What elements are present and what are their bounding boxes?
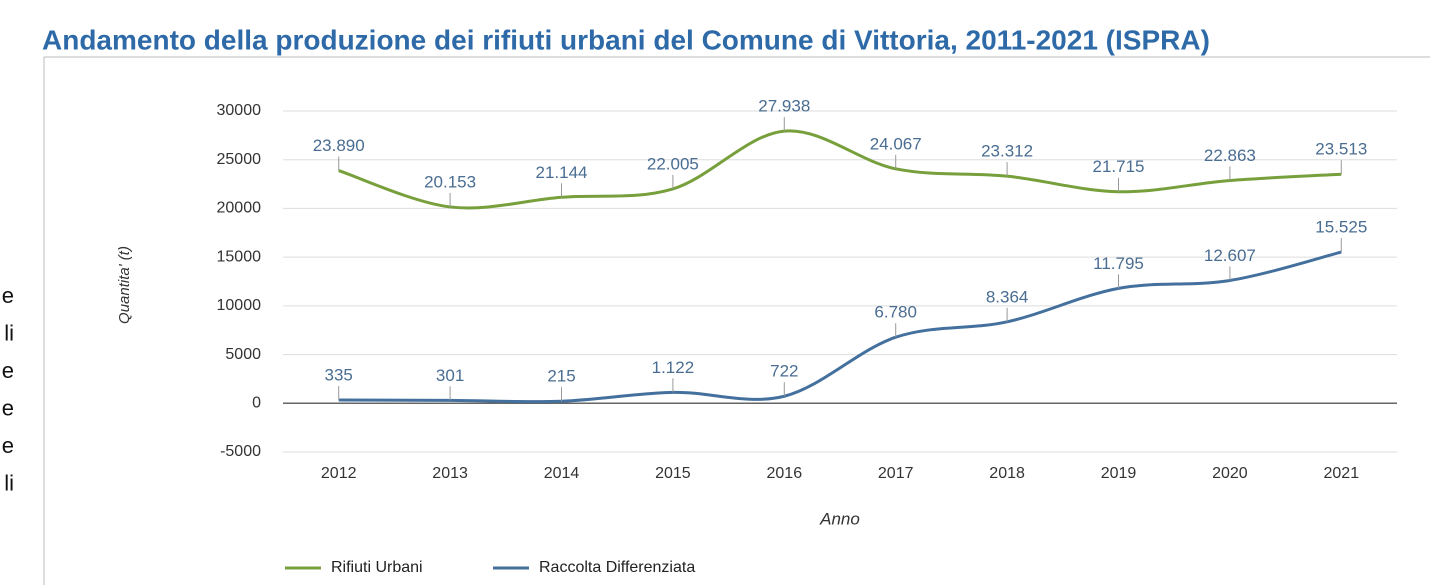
- data-label: 301: [436, 366, 464, 385]
- margin-text: e: [2, 358, 14, 383]
- margin-text: e: [2, 395, 14, 420]
- data-label: 27.938: [758, 97, 810, 116]
- margin-text: e: [2, 433, 14, 458]
- data-label: 12.607: [1204, 246, 1256, 265]
- data-label: 722: [770, 362, 798, 381]
- y-tick-label: -5000: [220, 443, 261, 460]
- data-label: 22.863: [1204, 146, 1256, 165]
- y-tick-label: 20000: [217, 200, 262, 217]
- x-tick-label: 2020: [1212, 465, 1248, 482]
- y-tick-label: 10000: [217, 297, 262, 314]
- data-label: 15.525: [1315, 218, 1367, 237]
- series-line: [338, 129, 1342, 210]
- data-label: 23.890: [313, 136, 365, 155]
- y-axis-label: Quantita' (t): [116, 246, 133, 324]
- margin-text: li: [4, 320, 14, 345]
- y-tick-label: 5000: [225, 346, 261, 363]
- x-tick-label: 2014: [544, 465, 580, 482]
- data-label: 1.122: [652, 358, 695, 377]
- data-label: 21.144: [536, 163, 588, 182]
- x-tick-label: 2019: [1101, 465, 1137, 482]
- data-label: 335: [325, 366, 353, 385]
- margin-text: e: [2, 283, 14, 308]
- x-tick-label: 2018: [989, 465, 1025, 482]
- x-axis-label: Anno: [819, 509, 860, 528]
- data-label: 20.153: [424, 172, 476, 191]
- data-label: 21.715: [1093, 157, 1145, 176]
- data-label: 22.005: [647, 154, 699, 173]
- data-label: 11.795: [1093, 254, 1144, 273]
- data-label: 6.780: [874, 303, 917, 322]
- y-tick-label: 30000: [217, 102, 262, 119]
- x-tick-label: 2021: [1324, 465, 1360, 482]
- series-line: [338, 250, 1342, 404]
- data-label: 23.312: [981, 142, 1033, 161]
- legend-label: Raccolta Differenziata: [539, 559, 695, 576]
- x-tick-label: 2016: [767, 465, 803, 482]
- data-label: 23.513: [1315, 140, 1367, 159]
- data-label: 215: [547, 367, 575, 386]
- data-label: 24.067: [870, 134, 922, 153]
- x-tick-label: 2015: [655, 465, 691, 482]
- legend-label: Rifiuti Urbani: [331, 559, 423, 576]
- y-tick-label: 25000: [217, 151, 262, 168]
- y-tick-label: 0: [252, 395, 261, 412]
- x-tick-label: 2017: [878, 465, 914, 482]
- x-tick-label: 2012: [321, 465, 357, 482]
- margin-text: li: [4, 470, 14, 495]
- x-tick-label: 2013: [432, 465, 468, 482]
- data-label: 8.364: [986, 287, 1029, 306]
- chart-title: Andamento della produzione dei rifiuti u…: [42, 24, 1210, 55]
- y-tick-label: 15000: [217, 248, 262, 265]
